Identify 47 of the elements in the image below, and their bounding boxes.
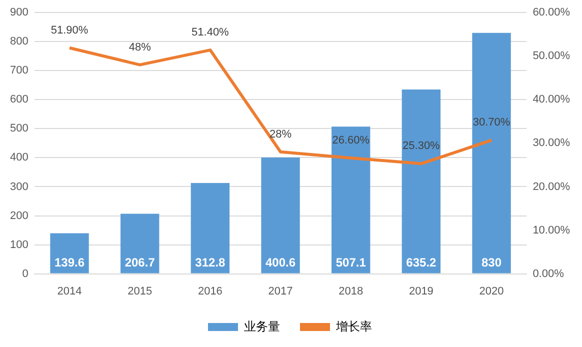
legend-label: 业务量 [244, 319, 280, 334]
x-tick-label: 2018 [338, 285, 364, 298]
data-label: 830 [482, 256, 502, 270]
y2-tick-label: 50.00% [532, 50, 570, 62]
y2-tick-label: 0.00% [532, 268, 564, 280]
data-label: 51.90% [50, 24, 88, 36]
x-tick-label: 2014 [57, 285, 82, 298]
bar [402, 89, 441, 274]
data-label: 400.6 [266, 256, 296, 270]
bar [261, 158, 300, 274]
data-label: 635.2 [406, 256, 437, 270]
y-tick-label: 300 [10, 180, 28, 193]
legend-label: 增长率 [335, 319, 372, 334]
bar [120, 214, 160, 274]
y2-tick-label: 40.00% [532, 94, 570, 106]
data-label: 30.70% [472, 116, 510, 129]
data-label: 507.1 [336, 256, 366, 270]
y-tick-label: 500 [10, 122, 28, 135]
bar [332, 126, 370, 274]
x-tick-label: 2020 [479, 285, 504, 298]
y-tick-label: 0 [22, 268, 28, 280]
data-label: 28% [270, 128, 292, 140]
y-tick-label: 600 [10, 94, 28, 106]
x-tick-label: 2017 [268, 285, 293, 298]
y-tick-label: 800 [10, 36, 28, 48]
y-tick-label: 200 [10, 210, 28, 222]
x-tick-label: 2019 [408, 285, 434, 298]
bar [472, 32, 511, 274]
data-label: 139.6 [54, 256, 85, 270]
x-tick-label: 2016 [198, 285, 222, 298]
y-tick-label: 900 [10, 6, 28, 19]
bar [50, 233, 89, 274]
data-label: 48% [128, 41, 152, 54]
y2-tick-label: 20.00% [532, 180, 570, 193]
y2-tick-label: 30.00% [532, 137, 570, 150]
data-label: 206.7 [124, 256, 156, 270]
data-label: 26.60% [332, 134, 370, 147]
y-tick-label: 400 [10, 152, 28, 164]
data-label: 312.8 [195, 256, 226, 270]
y2-tick-label: 60.00% [532, 6, 570, 19]
data-label: 51.40% [192, 26, 230, 39]
bar [190, 183, 230, 274]
y-tick-label: 100 [10, 238, 28, 251]
y-tick-label: 700 [10, 64, 28, 77]
y2-tick-label: 10.00% [532, 224, 570, 236]
x-tick-label: 2015 [128, 285, 152, 298]
data-label: 25.30% [402, 140, 440, 152]
